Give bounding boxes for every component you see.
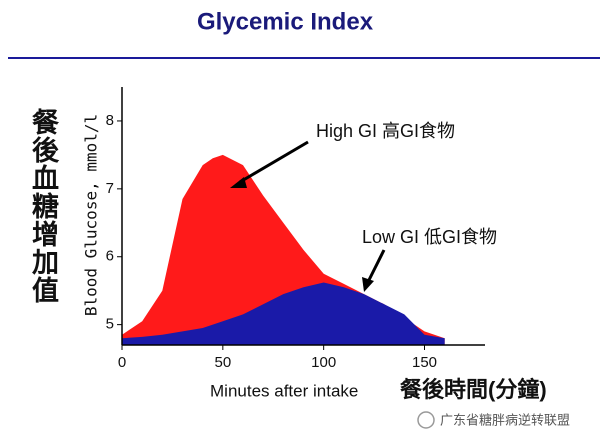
area xyxy=(122,282,445,345)
annotation-arrowhead xyxy=(362,277,374,292)
x-tick-label: 100 xyxy=(311,354,336,371)
x-axis-label: Minutes after intake xyxy=(210,381,358,400)
x-tick-label: 50 xyxy=(214,354,231,371)
y-tick-label: 8 xyxy=(106,112,114,129)
x-tick-label: 0 xyxy=(118,354,126,371)
annotation: High GI 高GI食物 xyxy=(316,121,455,141)
watermark-icon xyxy=(417,411,435,429)
chart-title: Glycemic Index xyxy=(197,8,374,35)
annotation-arrow xyxy=(367,249,386,281)
y-tick-label: 5 xyxy=(106,316,114,333)
x-tick-label: 150 xyxy=(412,354,437,371)
y-axis-label: Blood Glucose, mmol/l xyxy=(82,114,101,316)
watermark: 广东省糖胖病逆转联盟 xyxy=(440,412,570,427)
annotation-arrow xyxy=(239,140,309,184)
plot: 5 6 7 8 0 50 100 150 xyxy=(106,87,485,371)
y-axis-label-cn: 餐後血糖增加值 xyxy=(28,108,58,304)
annotation-arrowhead xyxy=(230,177,247,188)
y-tick-label: 6 xyxy=(106,248,114,265)
x-axis-label-cn: 餐後時間(分鐘) xyxy=(400,377,547,402)
y-tick-label: 7 xyxy=(106,180,114,197)
annotation: Low GI 低GI食物 xyxy=(362,227,497,247)
